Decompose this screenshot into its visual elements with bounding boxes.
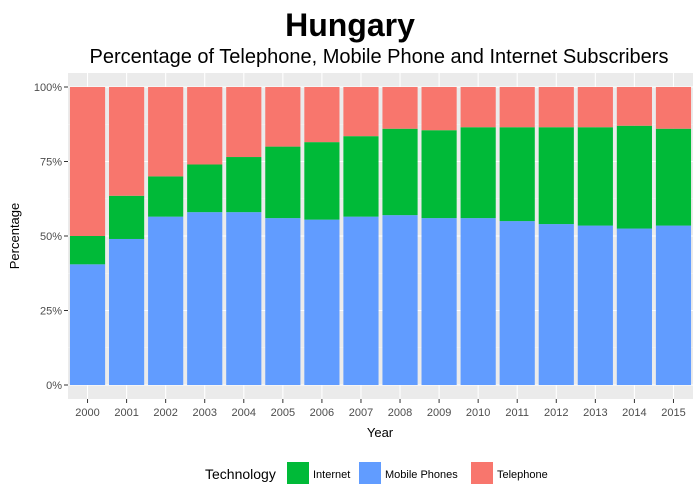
bar-segment-telephone: [538, 87, 574, 128]
y-tick-label: 50%: [40, 231, 62, 243]
legend-label: Mobile Phones: [385, 469, 458, 481]
chart-title: Hungary: [285, 7, 415, 43]
y-tick-label: 75%: [40, 157, 62, 169]
bar-segment-mobile-phones: [577, 225, 613, 385]
bar-segment-telephone: [148, 87, 184, 177]
bar-segment-internet: [109, 195, 145, 239]
bar-segment-telephone: [655, 87, 692, 129]
bar-segment-mobile-phones: [343, 216, 379, 385]
bar-segment-mobile-phones: [226, 212, 262, 385]
legend-title: Technology: [205, 466, 276, 482]
bar-segment-telephone: [382, 87, 418, 129]
bar-segment-mobile-phones: [69, 264, 106, 385]
bar-segment-telephone: [109, 87, 145, 196]
bar-segment-mobile-phones: [655, 225, 692, 385]
y-tick-label: 100%: [34, 82, 62, 94]
y-tick-label: 0%: [46, 380, 62, 392]
bar-segment-telephone: [226, 87, 262, 158]
bar-segment-telephone: [577, 87, 613, 128]
bar-segment-internet: [304, 142, 340, 220]
x-tick-label: 2000: [75, 407, 99, 419]
bar-segment-telephone: [187, 87, 223, 165]
bar-segment-internet: [616, 125, 652, 229]
bar-segment-mobile-phones: [382, 215, 418, 385]
bar-segment-telephone: [343, 87, 379, 137]
bar-segment-internet: [421, 130, 457, 219]
x-tick-label: 2003: [192, 407, 216, 419]
bar-segment-telephone: [421, 87, 457, 131]
x-tick-label: 2015: [661, 407, 685, 419]
bar-segment-mobile-phones: [421, 218, 457, 385]
bar-segment-mobile-phones: [616, 228, 652, 385]
bar-segment-internet: [69, 236, 106, 265]
bar-segment-mobile-phones: [304, 219, 340, 385]
bar-segment-mobile-phones: [109, 238, 145, 385]
bar-segment-telephone: [304, 87, 340, 143]
x-tick-label: 2013: [583, 407, 607, 419]
x-tick-label: 2009: [427, 407, 451, 419]
bar-segment-mobile-phones: [148, 216, 184, 385]
bar-segment-internet: [655, 128, 692, 226]
x-tick-label: 2010: [466, 407, 490, 419]
bar-segment-internet: [538, 127, 574, 225]
bars: [69, 87, 692, 385]
x-tick-label: 2007: [349, 407, 373, 419]
bar-segment-internet: [265, 146, 301, 219]
bar-segment-telephone: [69, 87, 106, 236]
y-axis-ticks: 0% 25% 50% 75% 100%: [34, 82, 68, 392]
bar-segment-mobile-phones: [460, 218, 496, 385]
bar-segment-internet: [226, 157, 262, 213]
legend-key-telephone: [471, 462, 493, 484]
bar-segment-telephone: [616, 87, 652, 126]
bar-segment-internet: [499, 127, 535, 222]
chart-subtitle: Percentage of Telephone, Mobile Phone an…: [90, 46, 669, 68]
y-axis-title: Percentage: [7, 203, 22, 270]
bar-segment-mobile-phones: [187, 212, 223, 385]
bar-segment-internet: [460, 127, 496, 219]
legend-key-mobile-phones: [359, 462, 381, 484]
bar-segment-internet: [343, 136, 379, 217]
bar-segment-internet: [382, 128, 418, 216]
x-tick-label: 2004: [232, 407, 256, 419]
x-axis-title: Year: [367, 425, 394, 440]
bar-segment-internet: [148, 176, 184, 217]
x-tick-label: 2001: [114, 407, 138, 419]
legend-label: Internet: [313, 469, 350, 481]
legend-key-internet: [287, 462, 309, 484]
bar-segment-internet: [577, 127, 613, 226]
legend: Technology Internet Mobile Phones Telephon…: [205, 462, 548, 484]
x-tick-label: 2002: [153, 407, 177, 419]
bar-segment-mobile-phones: [538, 224, 574, 385]
bar-segment-telephone: [460, 87, 496, 128]
x-tick-label: 2008: [388, 407, 412, 419]
x-tick-label: 2005: [271, 407, 295, 419]
x-tick-label: 2006: [310, 407, 334, 419]
x-tick-label: 2011: [505, 407, 529, 419]
x-axis-ticks: 2000 2001 2002 2003 2004 2005 2006 2007 2008 2009…: [75, 399, 686, 419]
y-tick-label: 25%: [40, 306, 62, 318]
legend-label: Telephone: [497, 469, 548, 481]
x-tick-label: 2012: [544, 407, 568, 419]
bar-segment-telephone: [499, 87, 535, 128]
bar-segment-internet: [187, 164, 223, 213]
bar-segment-mobile-phones: [265, 218, 301, 385]
x-tick-label: 2014: [622, 407, 646, 419]
bar-segment-mobile-phones: [499, 221, 535, 385]
bar-segment-telephone: [265, 87, 301, 147]
